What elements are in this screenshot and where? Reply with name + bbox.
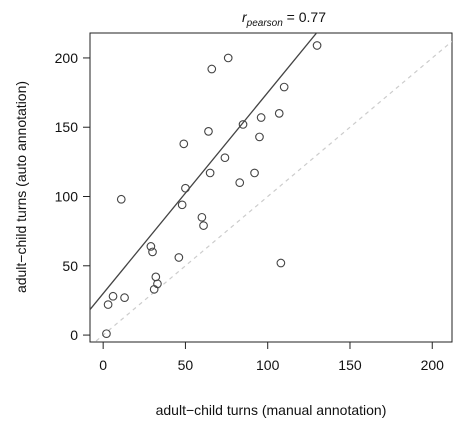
data-point [279, 82, 289, 92]
data-point [148, 247, 157, 257]
x-tick-label: 200 [421, 357, 445, 373]
y-tick-label: 150 [55, 119, 79, 135]
data-point [276, 258, 286, 268]
data-point [235, 178, 245, 188]
plot-frame [89, 32, 453, 343]
data-point [146, 242, 156, 251]
data-point [120, 293, 129, 303]
data-point [223, 53, 233, 63]
data-point [238, 120, 248, 129]
data-point [250, 168, 259, 178]
data-point [174, 253, 184, 262]
y-tick-label: 50 [62, 258, 78, 274]
data-point [197, 212, 207, 222]
data-point [255, 132, 264, 142]
y-tick-label: 0 [70, 327, 78, 343]
data-point [116, 194, 126, 204]
data-point [177, 200, 187, 210]
data-point [274, 109, 284, 118]
data-point [181, 183, 190, 193]
data-point [220, 153, 230, 163]
x-axis: 0 50 100 150 200 [99, 342, 444, 373]
title-value: = 0.77 [283, 9, 326, 25]
data-points [102, 41, 322, 339]
title-subscript: pearson [246, 18, 284, 29]
x-axis-label: adult−child turns (manual annotation) [156, 402, 387, 418]
data-point [108, 291, 118, 301]
data-point [207, 64, 217, 74]
x-tick-label: 100 [256, 357, 280, 373]
chart-title: rpearson = 0.77 [242, 9, 326, 29]
data-point [102, 329, 111, 339]
y-axis-label: adult−child turns (auto annotation) [13, 81, 29, 293]
data-point [103, 300, 113, 309]
y-tick-label: 100 [55, 189, 79, 205]
x-tick-label: 0 [99, 357, 107, 373]
data-point [151, 272, 161, 282]
title-r-symbol: r [242, 9, 248, 25]
data-point [153, 279, 162, 289]
data-point [199, 221, 208, 230]
data-point [312, 41, 322, 50]
y-tick-label: 200 [55, 50, 79, 66]
regression-line [90, 33, 318, 310]
identity-line [94, 40, 452, 342]
x-tick-label: 150 [338, 357, 362, 373]
data-point [256, 113, 266, 122]
data-point [204, 127, 213, 136]
y-axis: 0 50 100 150 200 [55, 50, 90, 343]
data-point [205, 168, 215, 178]
data-point [179, 139, 189, 149]
x-tick-label: 50 [178, 357, 194, 373]
